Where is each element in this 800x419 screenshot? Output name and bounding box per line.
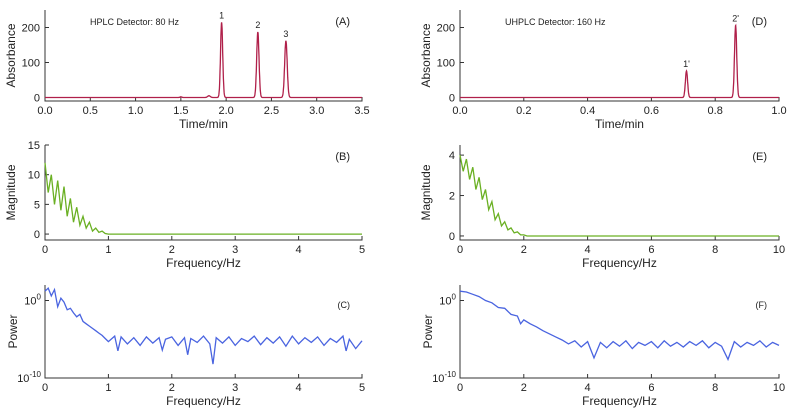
series-line [459, 290, 780, 362]
x-tick-label: 2 [169, 382, 175, 394]
x-tick-label: 0 [42, 244, 48, 256]
x-tick-label: 4 [585, 244, 591, 256]
series-line [44, 286, 363, 365]
y-tick-label: 200 [22, 23, 40, 35]
panel-d: 0.0 0.2 0.4 0.6 0.8 1.0 0 100 200 Time/min Absorba… [419, 10, 787, 131]
y-tick-label: 5 [34, 199, 40, 211]
axes [459, 145, 780, 241]
x-tick-label: 6 [648, 382, 654, 394]
x-tick-label: 2 [521, 382, 527, 394]
series-line [460, 23, 779, 99]
y-tick-label: 4 [449, 150, 455, 162]
panel-label: (B) [335, 151, 350, 163]
x-axis-label: Frequency/Hz [166, 394, 241, 408]
series-line [44, 162, 362, 235]
y-axis-label: Magnitude [4, 164, 18, 220]
x-axis-label: Time/min [179, 117, 228, 131]
x-tick-label: 10 [773, 382, 785, 394]
x-tick-label: 8 [712, 244, 718, 256]
y-axis-label: Power [6, 314, 20, 348]
x-tick-label: 3 [232, 244, 238, 256]
peak-label: 3 [283, 29, 288, 39]
x-tick-label: 0.6 [644, 105, 659, 117]
series-line [459, 154, 779, 237]
y-axis-label: Power [421, 314, 435, 348]
peak-label: 2 [255, 20, 260, 30]
axes [44, 285, 363, 379]
x-tick-label: 2.0 [218, 105, 233, 117]
y-axis-label: Absorbance [419, 23, 433, 87]
axes [44, 145, 363, 241]
panel-label: (A) [335, 16, 350, 28]
panel-c: 0 1 2 3 4 5 100 10-10 Frequency/Hz Power (C) [6, 285, 365, 408]
x-tick-label: 1 [105, 244, 111, 256]
series-line [45, 22, 362, 99]
x-tick-label: 6 [648, 244, 654, 256]
y-axis-label: Magnitude [419, 164, 433, 220]
x-tick-label: 2 [521, 244, 527, 256]
x-axis-label: Frequency/Hz [582, 256, 657, 270]
peak-label: 2' [732, 13, 739, 23]
x-tick-label: 5 [359, 244, 365, 256]
y-tick-label: 0 [449, 231, 455, 243]
x-tick-label: 1 [105, 382, 111, 394]
y-tick-label: 15 [28, 140, 40, 152]
y-tick-label: 200 [437, 23, 455, 35]
x-tick-label: 3.0 [309, 105, 324, 117]
y-tick-label: 10-10 [432, 370, 456, 385]
y-tick-label: 10-10 [17, 370, 41, 385]
detector-annotation: UHPLC Detector: 160 Hz [505, 17, 606, 27]
peak-label: 1 [219, 10, 224, 20]
y-tick-label: 100 [439, 293, 456, 308]
panel-label: (F) [756, 300, 768, 310]
x-axis-label: Frequency/Hz [166, 256, 241, 270]
x-tick-label: 0.0 [452, 105, 467, 117]
peak-label: 1' [683, 59, 690, 69]
x-tick-label: 0 [42, 382, 48, 394]
x-tick-label: 0 [457, 382, 463, 394]
x-tick-label: 1.0 [128, 105, 143, 117]
panel-f: 0 2 4 6 8 10 100 10-10 Frequency/Hz Power (F) [421, 285, 785, 408]
y-tick-label: 0 [449, 93, 455, 105]
x-tick-label: 0 [457, 244, 463, 256]
y-tick-label: 100 [24, 293, 41, 308]
panel-label: (D) [752, 16, 767, 28]
detector-annotation: HPLC Detector: 80 Hz [90, 17, 180, 27]
x-tick-label: 1.0 [771, 105, 786, 117]
x-tick-label: 3 [232, 382, 238, 394]
y-tick-label: 0 [34, 93, 40, 105]
x-tick-label: 2 [169, 244, 175, 256]
panel-b: 0 1 2 3 4 5 0 5 10 15 Frequency/Hz Magnitude (B) [4, 140, 365, 270]
axes [459, 285, 780, 379]
x-tick-label: 0.4 [580, 105, 595, 117]
x-tick-label: 8 [712, 382, 718, 394]
x-tick-label: 1.5 [173, 105, 188, 117]
x-tick-label: 5 [359, 382, 365, 394]
x-tick-label: 0.2 [516, 105, 531, 117]
x-tick-label: 4 [296, 244, 302, 256]
x-tick-label: 0.5 [83, 105, 98, 117]
x-tick-label: 4 [296, 382, 302, 394]
x-tick-label: 2.5 [264, 105, 279, 117]
y-tick-label: 100 [22, 58, 40, 70]
x-tick-label: 3.5 [354, 105, 369, 117]
x-tick-label: 4 [585, 382, 591, 394]
y-tick-label: 0 [34, 229, 40, 241]
panel-label: (E) [752, 151, 767, 163]
y-tick-label: 2 [449, 191, 455, 203]
y-tick-label: 100 [437, 58, 455, 70]
x-tick-label: 0.0 [37, 105, 52, 117]
x-tick-label: 0.8 [708, 105, 723, 117]
x-axis-label: Time/min [595, 117, 644, 131]
x-axis-label: Frequency/Hz [582, 394, 657, 408]
y-tick-label: 10 [28, 170, 40, 182]
x-tick-label: 10 [773, 244, 785, 256]
panel-label: (C) [338, 300, 351, 310]
panel-a: 0.0 0.5 1.0 1.5 2.0 2.5 3.0 3.5 0 100 200 Time/min A… [4, 10, 370, 131]
y-axis-label: Absorbance [4, 23, 18, 87]
